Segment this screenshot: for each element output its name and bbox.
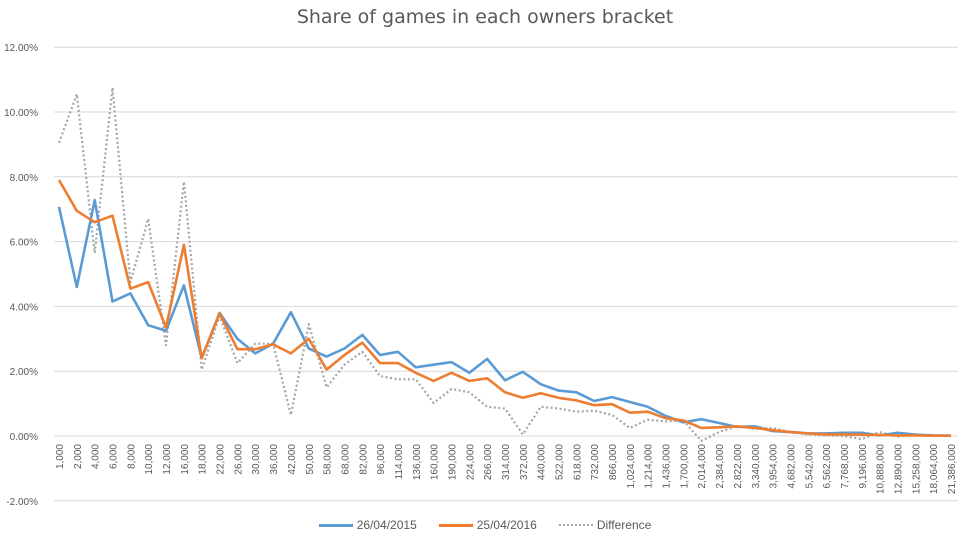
y-tick-label: -2.00% (6, 497, 38, 508)
legend: 26/04/2015 25/04/2016 Difference (0, 518, 970, 532)
y-tick-label: 0.00% (10, 432, 38, 443)
x-tick-label: 26,000 (233, 444, 244, 475)
legend-item-difference[interactable]: Difference (558, 518, 652, 532)
x-tick-label: 12,890,000 (893, 444, 904, 494)
legend-label-2015: 26/04/2015 (356, 518, 417, 532)
legend-swatch-difference (558, 524, 593, 526)
x-tick-label: 7,768,000 (840, 444, 851, 489)
x-tick-label: 1,000 (55, 444, 66, 469)
x-tick-label: 18,000 (198, 444, 209, 475)
x-tick-label: 16,000 (180, 444, 191, 475)
x-tick-label: 3,340,000 (751, 444, 762, 489)
x-tick-label: 30,000 (251, 444, 262, 475)
x-tick-label: 5,542,000 (804, 444, 815, 489)
x-tick-label: 36,000 (269, 444, 280, 475)
x-tick-label: 732,000 (590, 444, 601, 481)
x-tick-label: 10,888,000 (876, 444, 887, 494)
x-tick-label: 136,000 (412, 444, 423, 481)
x-tick-label: 1,436,000 (662, 444, 673, 489)
x-tick-label: 1,700,000 (679, 444, 690, 489)
x-tick-label: 10,000 (144, 444, 155, 475)
x-tick-label: 2,000 (73, 444, 84, 469)
y-tick-label: 6.00% (10, 238, 38, 249)
x-tick-label: 96,000 (376, 444, 387, 475)
series-line-difference (57, 86, 952, 442)
x-tick-label: 2,822,000 (733, 444, 744, 489)
y-tick-label: 2.00% (10, 367, 38, 378)
x-tick-label: 4,000 (91, 444, 102, 469)
x-tick-label: 18,064,000 (929, 444, 940, 494)
legend-item-2015[interactable]: 26/04/2015 (318, 518, 417, 532)
x-tick-label: 1,024,000 (626, 444, 637, 489)
legend-swatch-2016 (438, 523, 473, 527)
x-tick-label: 58,000 (323, 444, 334, 475)
x-tick-label: 160,000 (430, 444, 441, 481)
gridlines (54, 46, 958, 502)
series-line-26-04-2015 (57, 198, 952, 437)
x-tick-label: 15,258,000 (911, 444, 922, 494)
x-tick-label: 21,386,000 (947, 444, 958, 494)
x-tick-label: 82,000 (358, 444, 369, 475)
y-tick-label: 12.00% (4, 43, 38, 54)
x-tick-label: 618,000 (572, 444, 583, 481)
y-tick-label: 4.00% (10, 302, 38, 313)
legend-swatch-2015 (318, 523, 353, 527)
x-tick-label: 42,000 (287, 444, 298, 475)
x-tick-label: 4,682,000 (786, 444, 797, 489)
x-tick-label: 2,384,000 (715, 444, 726, 489)
x-tick-label: 114,000 (394, 444, 405, 480)
x-tick-label: 8,000 (126, 444, 137, 469)
x-tick-label: 12,000 (162, 444, 173, 475)
x-tick-label: 6,000 (109, 444, 120, 469)
x-tick-label: 522,000 (555, 444, 566, 481)
x-tick-label: 440,000 (537, 444, 548, 481)
x-tick-label: 2,014,000 (697, 444, 708, 489)
x-tick-label: 866,000 (608, 444, 619, 481)
x-tick-label: 190,000 (447, 444, 458, 481)
x-tick-label: 6,562,000 (822, 444, 833, 489)
legend-item-2016[interactable]: 25/04/2016 (438, 518, 537, 532)
x-tick-label: 224,000 (465, 444, 476, 481)
legend-label-2016: 25/04/2016 (476, 518, 537, 532)
x-tick-label: 68,000 (340, 444, 351, 475)
x-tick-label: 22,000 (216, 444, 227, 475)
data-series (57, 86, 952, 442)
legend-label-difference: Difference (596, 518, 652, 532)
x-tick-label: 314,000 (501, 444, 512, 481)
y-tick-label: 10.00% (4, 108, 38, 119)
x-tick-label: 3,954,000 (769, 444, 780, 489)
chart-title: Share of games in each owners bracket (296, 6, 674, 28)
x-tick-label: 50,000 (305, 444, 316, 475)
y-tick-label: 8.00% (10, 173, 38, 184)
x-tick-label: 1,214,000 (644, 444, 655, 489)
x-tick-label: 372,000 (519, 444, 530, 481)
x-tick-label: 266,000 (483, 444, 494, 481)
series-line-25-04-2016 (57, 179, 951, 438)
y-axis-labels: -2.00% 0.00% 2.00% 4.00% 6.00% 8.00% 10.00% 12.… (4, 43, 38, 508)
x-axis-labels: 1,000 2,000 4,000 6,000 8,000 10,000 12,000 16,… (55, 444, 958, 495)
x-tick-label: 9,196,000 (858, 444, 869, 489)
